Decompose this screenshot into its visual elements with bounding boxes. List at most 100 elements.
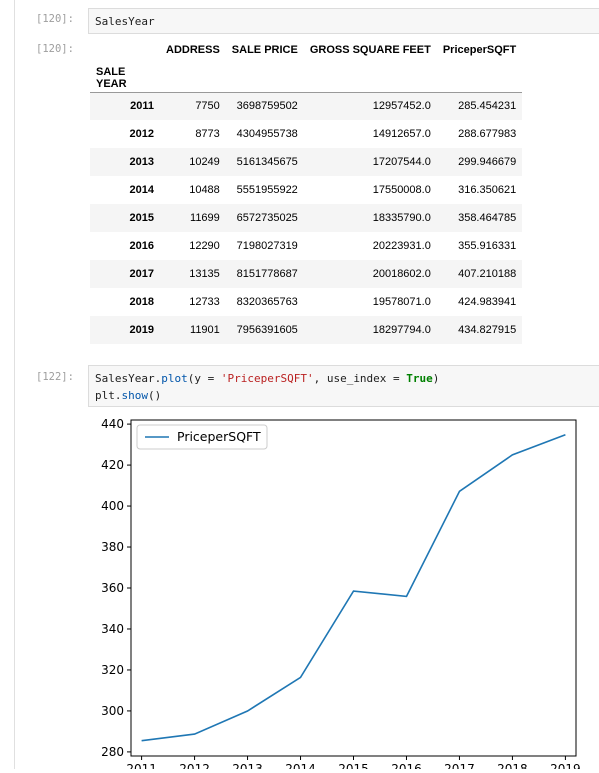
code-line: SalesYear [95, 15, 155, 28]
x-tick-label: 2011 [126, 762, 157, 769]
gross-sqft-cell: 18335790.0 [372, 212, 431, 224]
y-tick-label: 360 [101, 581, 124, 595]
x-tick-label: 2017 [444, 762, 475, 769]
index-name: SALE YEAR [90, 64, 160, 93]
price-per-sqft-cell: 424.983941 [458, 296, 517, 308]
address-cell: 12290 [189, 240, 220, 252]
corner-cell [90, 36, 160, 64]
gross-sqft-cell: 20018602.0 [372, 268, 431, 280]
address-cell: 7750 [195, 100, 220, 113]
sale-price-cell: 8151778687 [236, 268, 298, 280]
price-per-sqft-cell: 285.454231 [458, 100, 517, 113]
sale-price-cell: 8320365763 [236, 296, 298, 308]
column-header: SALE PRICE [231, 44, 298, 56]
code-obj: SalesYear [95, 372, 155, 385]
table-row: 2014 10488 5551955922 17550008.0 316.350621 [90, 176, 522, 204]
table-row: 2013 10249 5161345675 17207544.0 299.946679 [90, 148, 523, 176]
price-per-sqft-cell: 316.350621 [458, 184, 517, 196]
index-cell: 2013 [129, 156, 154, 168]
y-tick-label: 340 [101, 622, 124, 636]
output-prompt-120: [120]: [36, 43, 74, 55]
address-cell: 12733 [189, 296, 220, 308]
address-cell: 8773 [195, 128, 220, 140]
gross-sqft-cell: 17207544.0 [372, 156, 431, 168]
plot-output: 280 300 320 340 360 380 400 420 440 2011 2012 2013 2… [86, 410, 599, 773]
address-cell: 10249 [189, 156, 220, 168]
line-chart: 280 300 320 340 360 380 400 420 440 2011 2012 2013 2… [101, 417, 581, 773]
code-string: 'PriceperSQFT' [220, 372, 314, 385]
address-cell: 11699 [190, 212, 220, 224]
y-tick-label: 380 [101, 540, 124, 554]
code-cell-122[interactable]: SalesYear.plot(y = 'PriceperSQFT', use_i… [88, 365, 599, 407]
x-tick-label: 2015 [338, 762, 369, 769]
index-name-row: SALE YEAR [90, 64, 523, 93]
sale-price-cell: 5551955922 [236, 184, 298, 196]
y-tick-label: 420 [101, 458, 124, 472]
index-cell: 2016 [129, 240, 154, 252]
index-cell: 2015 [129, 212, 154, 224]
sale-price-cell: 7198027319 [236, 240, 298, 252]
sale-price-cell: 6572735025 [236, 212, 298, 224]
price-per-sqft-cell: 288.677983 [458, 128, 517, 140]
dataframe-output: ADDRESS SALE PRICE GROSS SQUARE FEET Pri… [90, 36, 523, 344]
table-row: 2018 12733 8320365763 19578071.0 424.983941 [90, 288, 522, 316]
address-cell: 13135 [189, 268, 220, 280]
sale-price-cell: 3698759502 [236, 100, 298, 113]
sale-price-cell: 7956391605 [236, 324, 298, 336]
y-tick-label: 400 [101, 499, 124, 513]
price-per-sqft-cell: 358.464785 [458, 212, 517, 224]
table-row: 2017 13135 8151778687 20018602.0 407.210188 [90, 260, 523, 288]
column-header: GROSS SQUARE FEET [309, 44, 431, 56]
index-cell: 2014 [129, 184, 154, 196]
address-cell: 11901 [190, 324, 220, 336]
header-row: ADDRESS SALE PRICE GROSS SQUARE FEET Pri… [90, 36, 522, 64]
x-tick-label: 2012 [179, 762, 210, 769]
dataframe-body: 2011 7750 3698759502 12957452.0 285.454231 20… [90, 92, 523, 344]
index-cell: 2017 [129, 268, 154, 280]
gross-sqft-cell: 19578071.0 [372, 296, 431, 308]
table-row: 2016 12290 7198027319 20223931.0 355.916331 [90, 232, 522, 260]
gross-sqft-cell: 17550008.0 [372, 184, 431, 196]
x-tick-label: 2013 [232, 762, 263, 769]
code-fn: plot [161, 372, 188, 385]
gross-sqft-cell: 12957452.0 [372, 100, 431, 113]
index-cell: 2012 [129, 128, 154, 140]
x-tick-label: 2014 [285, 762, 316, 769]
address-cell: 10488 [189, 184, 220, 196]
gross-sqft-cell: 18297794.0 [372, 324, 431, 336]
input-prompt-122: [122]: [36, 371, 74, 383]
table-row: 2011 7750 3698759502 12957452.0 285.454231 [90, 92, 523, 120]
code-obj: plt [95, 389, 115, 402]
x-tick-label: 2016 [391, 762, 422, 769]
input-prompt-120: [120]: [36, 13, 74, 25]
x-tick-label: 2019 [550, 762, 581, 769]
column-header: PriceperSQFT [442, 44, 517, 56]
column-header: ADDRESS [166, 44, 220, 56]
index-cell: 2011 [130, 100, 154, 113]
legend-label: PriceperSQFT [177, 429, 261, 444]
index-cell: 2019 [129, 324, 154, 336]
price-per-sqft-cell: 407.210188 [458, 268, 517, 280]
table-row: 2015 11699 6572735025 18335790.0 358.464785 [90, 204, 523, 232]
price-per-sqft-cell: 434.827915 [458, 324, 517, 336]
price-per-sqft-cell: 355.916331 [458, 240, 517, 252]
sale-price-cell: 5161345675 [236, 156, 298, 168]
cell-gutter-line [14, 0, 15, 769]
code-fn: show [121, 389, 149, 402]
code-keyword: True [406, 372, 433, 385]
table-row: 2019 11901 7956391605 18297794.0 434.827915 [90, 316, 523, 344]
legend-box [136, 424, 268, 450]
price-per-sqft-cell: 299.946679 [458, 156, 517, 168]
gross-sqft-cell: 14912657.0 [372, 128, 431, 140]
y-tick-label: 320 [101, 663, 124, 677]
series-line-priceperSQFT [141, 433, 566, 742]
code-cell-120[interactable]: SalesYear [88, 8, 599, 34]
y-tick-label: 440 [101, 417, 124, 431]
gross-sqft-cell: 20223931.0 [372, 240, 431, 252]
index-cell: 2018 [129, 296, 154, 308]
sale-price-cell: 4304955738 [236, 128, 298, 140]
y-tick-label: 280 [101, 745, 124, 759]
plot-frame [130, 419, 577, 757]
table-row: 2012 8773 4304955738 14912657.0 288.677983 [90, 120, 522, 148]
x-tick-label: 2018 [497, 762, 528, 769]
